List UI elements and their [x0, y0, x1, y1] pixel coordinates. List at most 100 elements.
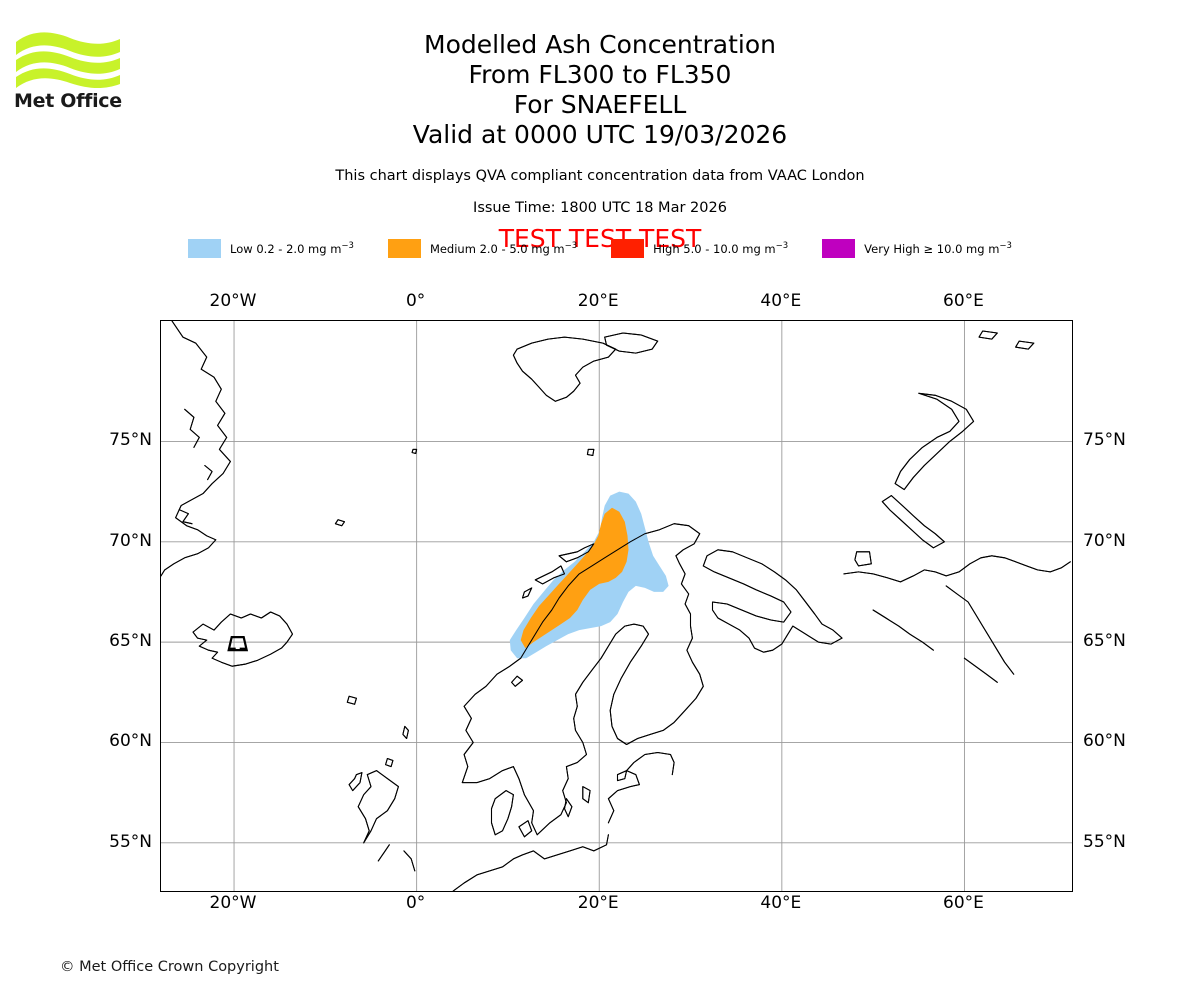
- coastline-segment-24: [963, 657, 998, 683]
- map-coastlines-overlay: [161, 321, 1071, 891]
- copyright-footer: © Met Office Crown Copyright: [60, 959, 279, 975]
- coastline-segment-21: [843, 555, 1071, 583]
- coastline-segment-23: [945, 585, 1015, 675]
- coastline-segment-30: [348, 772, 363, 792]
- axis-label-lat-right-65: 65°N: [1083, 631, 1126, 652]
- coastline-segment-3: [178, 509, 193, 525]
- legend-item-medium: Medium 2.0 - 5.0 mg m−3: [387, 239, 578, 258]
- legend-item-high: High 5.0 - 10.0 mg m−3: [611, 239, 788, 258]
- qva-note: This chart displays QVA compliant concen…: [335, 168, 865, 184]
- axis-label-lat-left-65: 65°N: [109, 631, 152, 652]
- coastline-segment-18: [558, 543, 595, 563]
- map-canvas: [161, 321, 1072, 891]
- flight-level-line: From FL300 to FL350: [468, 60, 732, 89]
- ash-plume-medium: [520, 507, 629, 649]
- coastline-segment-25: [607, 751, 675, 824]
- legend-item-very-high: Very High ≥ 10.0 mg m−3: [822, 239, 1012, 258]
- legend-item-low: Low 0.2 - 2.0 mg m−3: [188, 239, 354, 258]
- ash-contour-medium: [520, 507, 629, 649]
- coastline-segment-37: [582, 786, 591, 804]
- coastline-segment-35: [346, 695, 357, 705]
- concentration-legend: Low 0.2 - 2.0 mg m−3 Medium 2.0 - 5.0 mg …: [0, 239, 1200, 258]
- coastline-segment-20: [702, 549, 843, 653]
- coastline-segment-34: [385, 757, 394, 768]
- coastline-segment-5: [411, 448, 418, 455]
- legend-swatch-high: [611, 239, 645, 258]
- legend-label-very-high: Very High ≥ 10.0 mg m−3: [864, 241, 1012, 256]
- axis-label-lat-right-55: 55°N: [1083, 831, 1126, 852]
- coastline-segment-31: [403, 850, 416, 872]
- coastline-segment-28: [518, 820, 533, 838]
- axis-label-lon-top-0: 0°: [405, 291, 426, 311]
- page-title: Modelled Ash Concentration: [424, 30, 776, 59]
- header-block: Modelled Ash Concentration From FL300 to…: [0, 0, 1200, 253]
- legend-label-low: Low 0.2 - 2.0 mg m−3: [230, 241, 354, 256]
- axis-label-lon-top--20: 20°W: [209, 291, 257, 311]
- coastline-segment-0: [161, 321, 231, 577]
- snaefell-volcano-marker: [227, 636, 249, 652]
- coastline-segment-4: [334, 519, 346, 527]
- map-plot-area: [160, 320, 1073, 892]
- coastline-segment-22: [872, 609, 934, 651]
- coastline-segment-11: [881, 495, 945, 549]
- volcano-base-1: [239, 647, 247, 651]
- volcano-base-0: [228, 647, 236, 651]
- coastline-segment-32: [377, 844, 390, 862]
- axis-label-lat-right-60: 60°N: [1083, 731, 1126, 752]
- axis-label-lat-left-55: 55°N: [109, 831, 152, 852]
- coastline-segment-15: [461, 523, 704, 836]
- coastline-segment-16: [534, 565, 566, 585]
- coastline-segment-11: [881, 495, 945, 549]
- coastline-segment-38: [563, 798, 573, 818]
- coastline-segment-27: [490, 790, 514, 836]
- coastline-segment-29: [357, 770, 399, 844]
- legend-label-medium: Medium 2.0 - 5.0 mg m−3: [429, 241, 578, 256]
- axis-label-lon-bottom-0: 0°: [405, 893, 426, 913]
- coastline-segment-7: [512, 336, 617, 402]
- coastline-segment-1: [184, 408, 200, 448]
- coastline-segment-36: [452, 834, 609, 891]
- legend-swatch-medium: [387, 239, 421, 258]
- coastline-segment-20: [702, 549, 843, 653]
- coastline-segment-6: [192, 611, 294, 667]
- axis-label-lon-top-20: 20°E: [577, 291, 619, 311]
- coastline-segment-8: [604, 332, 659, 354]
- axis-label-lon-top-40: 40°E: [760, 291, 802, 311]
- coastline-segment-6: [192, 611, 294, 667]
- axis-label-lon-bottom-60: 60°E: [943, 893, 984, 913]
- axis-label-lat-right-75: 75°N: [1083, 430, 1126, 451]
- axis-label-lat-left-60: 60°N: [109, 731, 152, 752]
- coastline-segment-31: [403, 850, 416, 872]
- axis-label-lat-right-70: 70°N: [1083, 530, 1126, 551]
- legend-swatch-very-high: [822, 239, 856, 258]
- axis-label-lat-left-75: 75°N: [109, 430, 152, 451]
- coastline-segment-29: [357, 770, 399, 844]
- met-office-logo: Met Office: [14, 28, 124, 113]
- coastline-segment-21: [843, 555, 1071, 583]
- axis-label-lon-top-60: 60°E: [943, 291, 984, 311]
- coastline-segment-26: [616, 770, 628, 782]
- met-office-logo-text: Met Office: [14, 90, 122, 112]
- coastline-segment-9: [586, 448, 595, 457]
- volcano-name-line: For SNAEFELL: [513, 90, 687, 119]
- axis-label-lon-bottom-40: 40°E: [760, 893, 802, 913]
- map-frame: [160, 320, 1073, 892]
- coastline-segment-14: [854, 551, 872, 567]
- coastline-segment-33: [402, 725, 409, 740]
- coastline-segment-25: [607, 751, 675, 824]
- axis-label-lat-left-70: 70°N: [109, 530, 152, 551]
- legend-swatch-low: [188, 239, 222, 258]
- coastline-segment-13: [1015, 340, 1035, 350]
- axis-label-lon-bottom-20: 20°E: [577, 893, 619, 913]
- coastline-segment-2: [204, 464, 213, 481]
- coastline-segment-19: [511, 675, 524, 687]
- coastline-segment-12: [978, 330, 998, 340]
- coastline-segment-10: [894, 392, 975, 491]
- issue-time: Issue Time: 1800 UTC 18 Mar 2026: [473, 200, 727, 216]
- met-office-wave-mark: [16, 32, 120, 89]
- coastline-segment-17: [521, 587, 533, 599]
- coastline-segment-7: [512, 336, 617, 402]
- legend-label-high: High 5.0 - 10.0 mg m−3: [653, 241, 789, 256]
- valid-time-line: Valid at 0000 UTC 19/03/2026: [412, 120, 788, 149]
- axis-label-lon-bottom--20: 20°W: [209, 893, 257, 913]
